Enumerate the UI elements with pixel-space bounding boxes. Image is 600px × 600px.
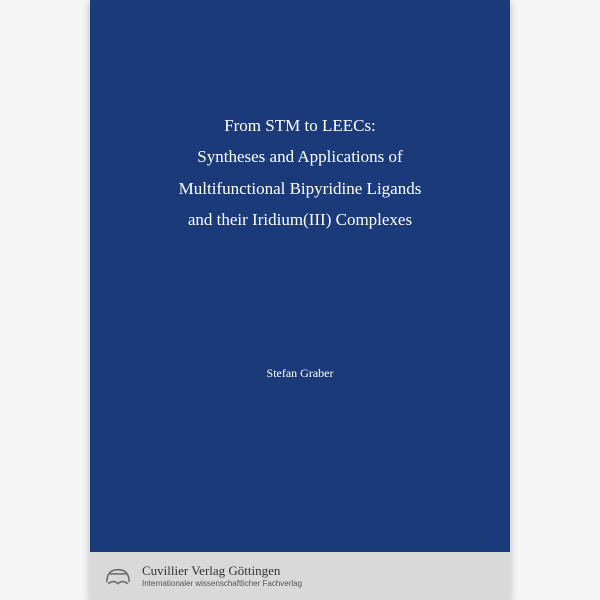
title-line: From STM to LEECs: (179, 110, 422, 141)
cover-main-panel: From STM to LEECs:Syntheses and Applicat… (90, 0, 510, 552)
publisher-logo-icon (104, 565, 132, 587)
publisher-text-block: Cuvillier Verlag Göttingen International… (142, 564, 302, 588)
book-cover: From STM to LEECs:Syntheses and Applicat… (90, 0, 510, 600)
title-line: Multifunctional Bipyridine Ligands (179, 173, 422, 204)
publisher-name: Cuvillier Verlag Göttingen (142, 564, 302, 579)
publisher-footer: Cuvillier Verlag Göttingen International… (90, 552, 510, 600)
title-line: and their Iridium(III) Complexes (179, 204, 422, 235)
title-block: From STM to LEECs:Syntheses and Applicat… (179, 110, 422, 236)
title-line: Syntheses and Applications of (179, 141, 422, 172)
author-name: Stefan Graber (267, 366, 334, 381)
publisher-tagline: Internationaler wissenschaftlicher Fachv… (142, 579, 302, 588)
